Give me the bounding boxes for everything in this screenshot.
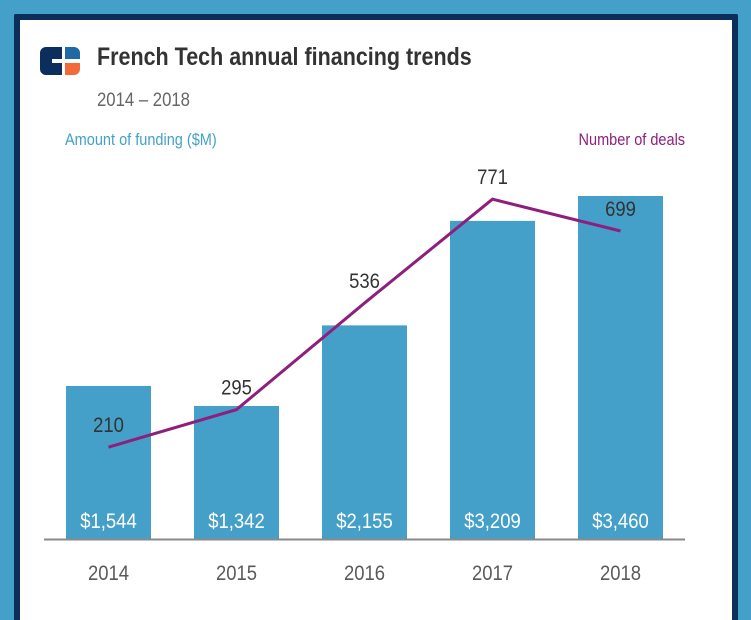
x-tick-label-2017: 2017 <box>472 562 513 585</box>
x-tick-label-2014: 2014 <box>88 562 129 585</box>
x-tick-label-2018: 2018 <box>600 562 641 585</box>
deals-value-label: 699 <box>605 198 636 221</box>
deals-value-label: 210 <box>93 414 124 437</box>
x-tick-label-2016: 2016 <box>344 562 385 585</box>
deals-value-label: 295 <box>221 377 252 400</box>
deals-value-label: 771 <box>477 166 508 189</box>
funding-value-label: $2,155 <box>336 510 392 533</box>
bar-value-labels: $1,544 $1,342 $2,155 $3,209 $3,460 <box>80 510 648 533</box>
bars-group <box>66 196 663 539</box>
funding-bar-2017 <box>450 221 535 539</box>
funding-bar-2016 <box>322 325 407 539</box>
funding-bar-2018 <box>578 196 663 539</box>
x-tick-labels: 2014 2015 2016 2017 2018 <box>88 562 641 585</box>
x-tick-label-2015: 2015 <box>216 562 257 585</box>
funding-value-label: $3,460 <box>592 510 648 533</box>
funding-value-label: $1,544 <box>80 510 136 533</box>
combo-chart: $1,544 $1,342 $2,155 $3,209 $3,460 210 295 536… <box>0 0 751 600</box>
deals-value-label: 536 <box>349 270 380 293</box>
funding-value-label: $1,342 <box>208 510 264 533</box>
funding-value-label: $3,209 <box>464 510 520 533</box>
